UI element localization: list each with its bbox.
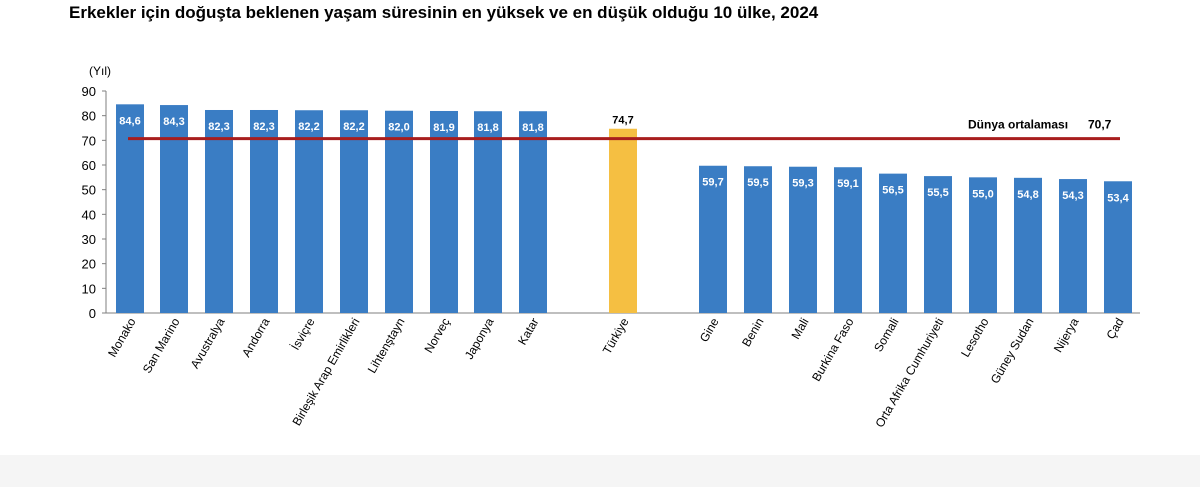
bar-somali (879, 173, 907, 313)
bar-avustralya (205, 109, 233, 313)
data-label-nijerya: 54,3 (1062, 190, 1083, 202)
data-label-isvicre: 82,2 (298, 121, 319, 133)
bar-guney-sudan (1014, 177, 1042, 313)
data-label-somali: 56,5 (882, 185, 903, 197)
bar-orta-afrika-cumhuriyeti (924, 176, 952, 313)
x-label-japonya: Japonya (462, 315, 497, 362)
bar-burkina-faso (834, 167, 862, 313)
x-label-somali: Somali (871, 316, 901, 355)
y-tick-label: 60 (82, 158, 96, 173)
y-tick-label: 0 (89, 306, 96, 321)
bar-nijerya (1059, 179, 1087, 313)
data-label-katar: 81,8 (522, 122, 543, 134)
bar-cad (1104, 181, 1132, 313)
x-label-monako: Monako (105, 315, 139, 359)
data-label-benin: 59,5 (747, 177, 768, 189)
bar-mali (789, 166, 817, 313)
bar-katar (519, 111, 547, 313)
y-tick-label: 50 (82, 183, 96, 198)
x-axis-labels: Monako San Marino Avustralya Andorra İsviçre… (105, 315, 1126, 430)
x-label-lihtenstayn: Lihtenştayn (365, 316, 408, 376)
data-label-san-marino: 84,3 (163, 116, 184, 128)
bar-monako (116, 104, 144, 313)
x-label-mali: Mali (788, 316, 811, 342)
x-label-isvicre: İsviçre (288, 315, 318, 352)
x-label-norvec: Norveç (421, 316, 452, 356)
x-label-andorra: Andorra (239, 315, 273, 359)
chart-title: Erkekler için doğuşta beklenen yaşam sür… (69, 3, 819, 22)
reference-line-value: 70,7 (1088, 118, 1112, 132)
data-labels: 84,6 84,3 82,3 82,3 82,2 82,2 82,0 81,9 81,8 81,8… (119, 115, 1129, 205)
data-label-cad: 53,4 (1107, 192, 1129, 204)
x-label-katar: Katar (515, 316, 541, 348)
data-label-mali: 59,3 (792, 178, 813, 190)
data-label-gine: 59,7 (702, 177, 723, 189)
data-label-norvec: 81,9 (433, 122, 454, 134)
bar-gine (699, 165, 727, 313)
data-label-avustralya: 82,3 (208, 121, 229, 133)
y-tick-label: 10 (82, 281, 96, 296)
y-axis-ticks: 0 10 20 30 40 50 60 70 80 90 (82, 84, 106, 321)
data-label-lihtenstayn: 82,0 (388, 122, 409, 134)
x-label-guney-sudan: Güney Sudan (988, 316, 1037, 387)
x-label-burkina-faso: Burkina Faso (809, 315, 857, 384)
data-label-monako: 84,6 (119, 115, 140, 127)
bar-benin (744, 166, 772, 313)
y-tick-label: 70 (82, 133, 96, 148)
bar-andorra (250, 109, 278, 313)
bar-japonya (474, 111, 502, 313)
bar-birlesik-arap-emirlikleri (340, 110, 368, 314)
data-label-guney-sudan: 54,8 (1017, 189, 1038, 201)
bar-lesotho (969, 177, 997, 313)
x-label-gine: Gine (697, 315, 722, 344)
x-label-nijerya: Nijerya (1051, 315, 1082, 355)
x-label-benin: Benin (739, 316, 766, 350)
data-label-birlesik-arap-emirlikleri: 82,2 (343, 121, 364, 133)
data-label-lesotho: 55,0 (972, 188, 993, 200)
bar-turkiye (609, 128, 637, 313)
x-label-lesotho: Lesotho (958, 315, 992, 359)
data-label-burkina-faso: 59,1 (837, 178, 858, 190)
y-tick-label: 30 (82, 232, 96, 247)
bar-san-marino (160, 105, 188, 313)
bar-norvec (430, 110, 458, 313)
y-tick-label: 80 (82, 109, 96, 124)
data-label-japonya: 81,8 (477, 122, 498, 134)
y-axis-unit-label: (Yıl) (89, 64, 111, 78)
x-label-turkiye: Türkiye (600, 315, 632, 356)
bar-isvicre (295, 110, 323, 314)
y-tick-label: 40 (82, 207, 96, 222)
y-tick-label: 20 (82, 257, 96, 272)
reference-line-label: Dünya ortalaması (968, 118, 1068, 132)
y-tick-label: 90 (82, 84, 96, 99)
bar-lihtenstayn (385, 110, 413, 313)
bottom-fade (0, 455, 1200, 487)
x-label-cad: Çad (1103, 316, 1126, 342)
bars (116, 104, 1132, 314)
data-label-turkiye: 74,7 (612, 115, 633, 127)
x-label-san-marino: San Marino (140, 315, 183, 375)
reference-line-group: Dünya ortalaması 70,7 (128, 118, 1120, 141)
data-label-andorra: 82,3 (253, 121, 274, 133)
x-label-avustralya: Avustralya (188, 315, 228, 371)
data-label-orta-afrika-cumhuriyeti: 55,5 (927, 187, 948, 199)
